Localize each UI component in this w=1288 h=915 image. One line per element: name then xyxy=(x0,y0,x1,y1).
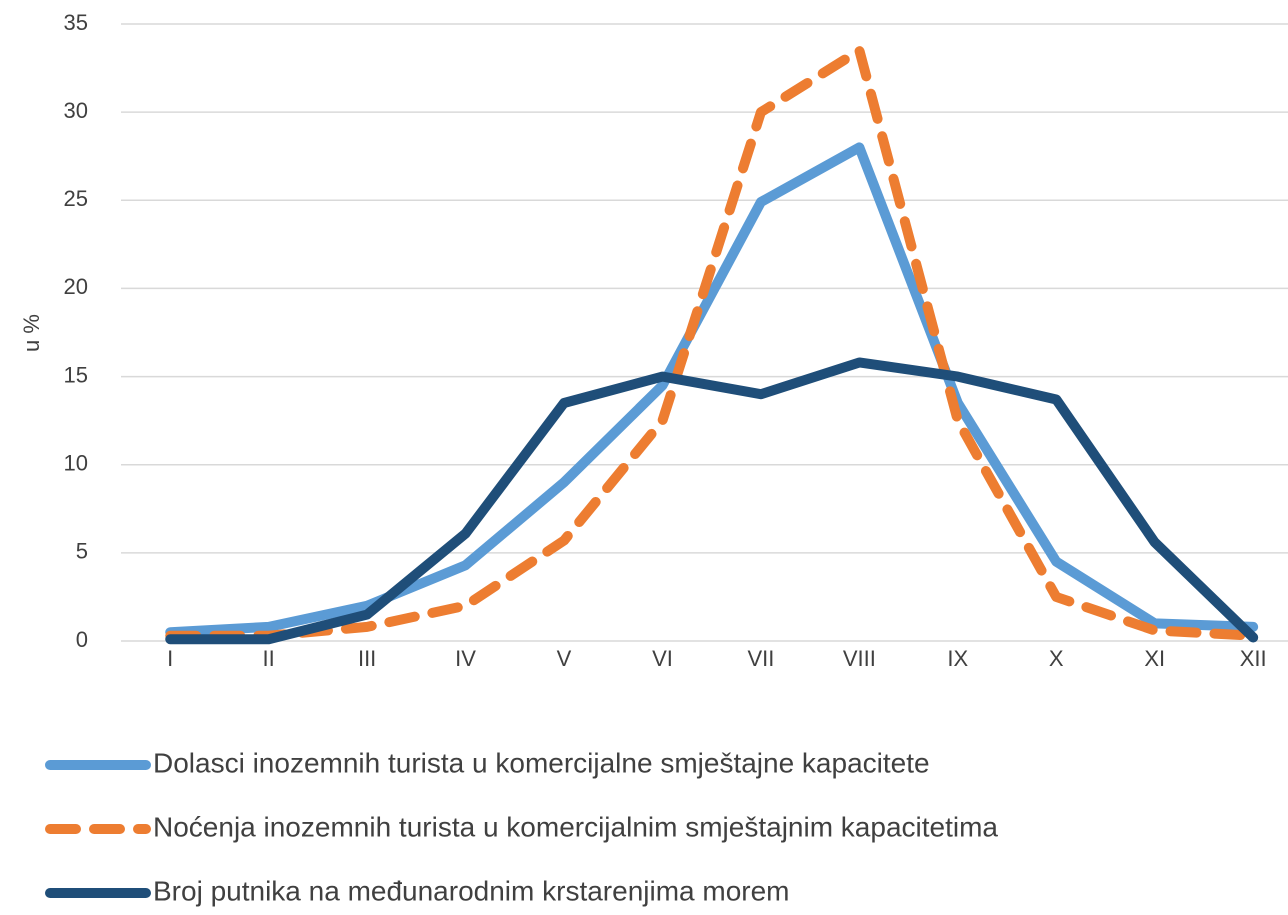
x-tick-label: II xyxy=(263,646,275,671)
series-line xyxy=(165,45,1259,641)
y-tick-label: 5 xyxy=(76,539,88,564)
x-tick-label: I xyxy=(167,646,173,671)
y-tick-label: 10 xyxy=(64,451,88,476)
y-tick-label: 15 xyxy=(64,362,88,387)
legend-label: Broj putnika na međunarodnim krstarenjim… xyxy=(153,875,790,906)
y-tick-label: 20 xyxy=(64,274,88,299)
x-tick-label: VII xyxy=(747,646,774,671)
legend-label: Noćenja inozemnih turista u komercijalni… xyxy=(153,811,998,842)
x-tick-label: VIII xyxy=(843,646,876,671)
legend-label: Dolasci inozemnih turista u komercijalne… xyxy=(153,747,930,778)
x-tick-label: IX xyxy=(947,646,968,671)
y-tick-label: 0 xyxy=(76,627,88,652)
series-line xyxy=(165,142,1259,638)
y-tick-label: 35 xyxy=(64,10,88,35)
x-tick-label: III xyxy=(358,646,376,671)
y-tick-label: 30 xyxy=(64,98,88,123)
x-tick-label: XII xyxy=(1240,646,1267,671)
x-tick-label: VI xyxy=(652,646,673,671)
x-tick-label: IV xyxy=(455,646,476,671)
series-line xyxy=(165,357,1259,645)
x-tick-label: X xyxy=(1049,646,1064,671)
x-tick-label: V xyxy=(557,646,572,671)
y-tick-label: 25 xyxy=(64,186,88,211)
y-axis-label: u % xyxy=(19,314,44,352)
x-tick-label: XI xyxy=(1144,646,1165,671)
